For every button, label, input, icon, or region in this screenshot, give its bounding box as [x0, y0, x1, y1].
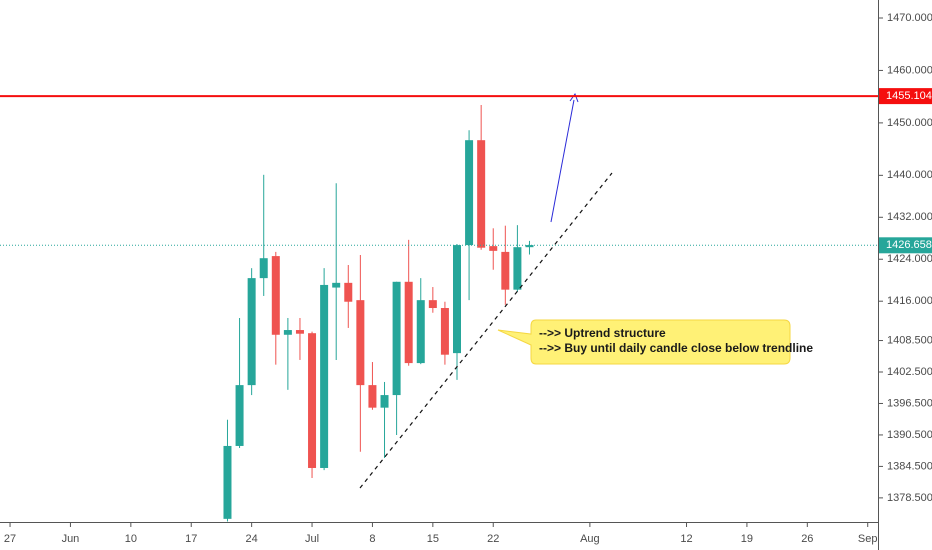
arrow-head	[569, 92, 579, 103]
candle-body	[332, 282, 341, 288]
annotation-line: -->> Buy until daily candle close below …	[539, 341, 813, 355]
candle-body	[368, 385, 377, 408]
candle-body	[295, 330, 304, 334]
trendline	[359, 172, 613, 489]
x-tick-label: 10	[125, 533, 137, 545]
x-tick-label: 8	[369, 533, 375, 545]
candle-body	[513, 247, 522, 290]
candle-body	[380, 395, 389, 408]
price-label: 1426.658	[886, 239, 932, 251]
candle-body	[283, 330, 292, 335]
y-tick-label: 1440.000	[887, 169, 932, 181]
candle-body	[416, 300, 425, 364]
candle-body	[404, 281, 413, 364]
candle-body	[235, 385, 244, 446]
candle-body	[259, 258, 268, 279]
projection-arrow	[550, 99, 575, 223]
x-tick-label: 24	[246, 533, 258, 545]
y-tick-label: 1470.000	[887, 12, 932, 24]
annotation-callout	[497, 319, 791, 365]
x-tick-label: 12	[680, 533, 692, 545]
y-tick-label: 1396.500	[887, 397, 932, 409]
x-tick-label: Jun	[62, 533, 80, 545]
price-label: 1455.104	[886, 90, 932, 102]
x-tick-label: Jul	[305, 533, 319, 545]
plot-area	[223, 105, 534, 522]
candle-body	[477, 140, 486, 248]
y-tick-label: 1384.500	[887, 460, 932, 472]
y-tick-label: 1432.000	[887, 211, 932, 223]
candle-body	[344, 282, 353, 302]
candle-body	[320, 284, 329, 468]
candle-body	[247, 278, 256, 386]
x-tick-label: 27	[4, 533, 16, 545]
y-tick-label: 1390.500	[887, 429, 932, 441]
y-tick-label: 1378.500	[887, 492, 932, 504]
x-tick-label: 17	[185, 533, 197, 545]
x-tick-label: 15	[427, 533, 439, 545]
candle-body	[489, 246, 498, 251]
y-tick-label: 1416.000	[887, 295, 932, 307]
candle-body	[465, 140, 474, 246]
candle-body	[501, 251, 510, 290]
x-tick-label: 19	[741, 533, 753, 545]
candle-body	[392, 281, 401, 396]
candle-body	[271, 256, 280, 335]
y-tick-label: 1408.500	[887, 334, 932, 346]
y-tick-label: 1450.000	[887, 117, 932, 129]
price-label-box	[879, 237, 932, 254]
x-tick-label: Aug	[580, 533, 600, 545]
candle-body	[440, 308, 449, 355]
candle-body	[525, 245, 534, 248]
x-tick-label: Sep	[858, 533, 878, 545]
candle-body	[428, 300, 437, 309]
x-tick-label: 22	[487, 533, 499, 545]
candle-body	[453, 245, 461, 354]
y-tick-label: 1424.000	[887, 253, 932, 265]
y-tick-label: 1402.500	[887, 366, 932, 378]
candle-body	[308, 333, 317, 468]
annotation-line: -->> Uptrend structure	[539, 326, 666, 340]
candle-body	[223, 445, 232, 519]
candle-body	[356, 300, 365, 386]
price-label-box	[879, 88, 932, 105]
x-tick-label: 26	[801, 533, 813, 545]
y-tick-label: 1460.000	[887, 64, 932, 76]
